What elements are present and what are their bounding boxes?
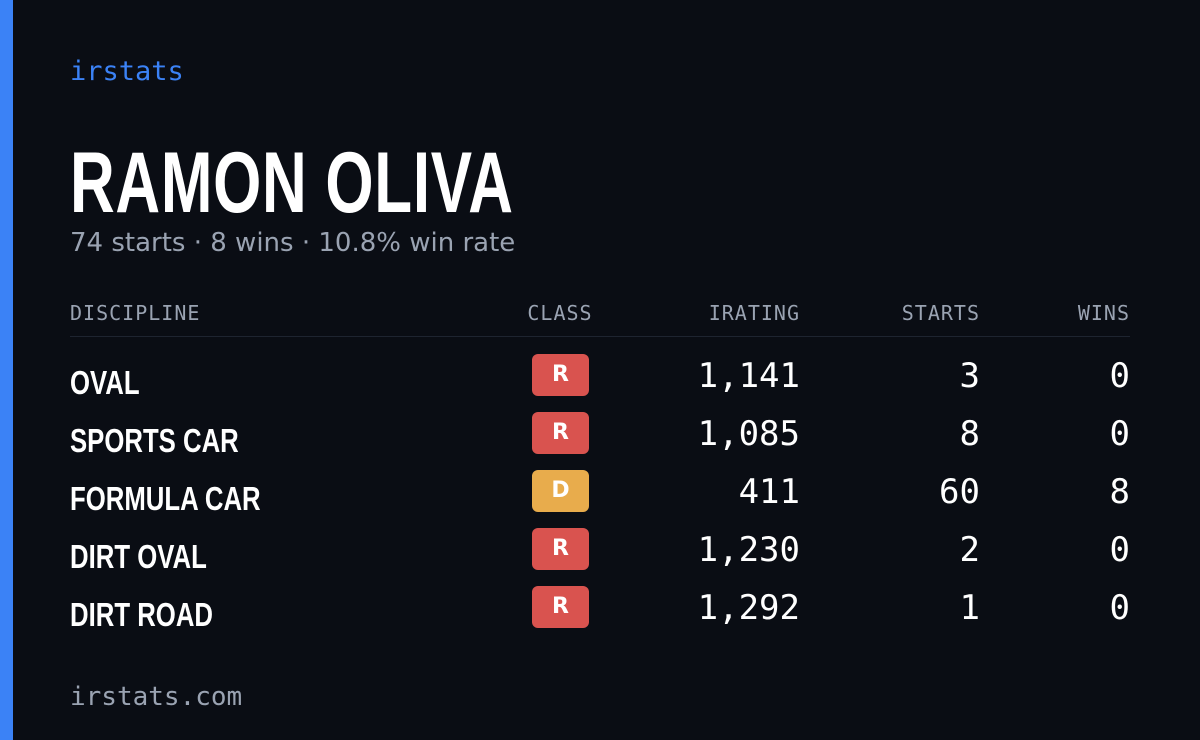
discipline: SPORTS CAR — [70, 422, 239, 459]
starts: 1 — [959, 588, 980, 628]
driver-name: RAMON OLIVA — [70, 135, 514, 231]
discipline: FORMULA CAR — [70, 480, 261, 517]
class-badge: R — [532, 354, 589, 396]
starts: 3 — [959, 356, 980, 396]
wins: 8 — [1109, 472, 1130, 512]
irating: 1,230 — [697, 530, 800, 570]
column-header: IRATING — [708, 301, 800, 325]
separator — [70, 336, 1130, 337]
column-header: DISCIPLINE — [70, 301, 201, 325]
column-header: STARTS — [901, 301, 980, 325]
class-badge: R — [532, 528, 589, 570]
discipline: DIRT OVAL — [70, 538, 207, 575]
class-badge: D — [532, 470, 589, 512]
starts: 2 — [959, 530, 980, 570]
irating: 1,141 — [697, 356, 800, 396]
discipline: OVAL — [70, 364, 140, 401]
class-badge: R — [532, 412, 589, 454]
class-badge: R — [532, 586, 589, 628]
discipline: DIRT ROAD — [70, 596, 213, 633]
wins: 0 — [1109, 530, 1130, 570]
brand: irstats — [70, 56, 184, 87]
wins: 0 — [1109, 588, 1130, 628]
wins: 0 — [1109, 414, 1130, 454]
irating: 1,292 — [697, 588, 800, 628]
column-header: CLASS — [527, 301, 593, 325]
starts: 60 — [939, 472, 980, 512]
column-header: WINS — [1077, 301, 1130, 325]
footer: irstats.com — [70, 682, 243, 712]
starts: 8 — [959, 414, 980, 454]
summary: 74 starts · 8 wins · 10.8% win rate — [70, 228, 516, 258]
irating: 411 — [738, 472, 800, 512]
irating: 1,085 — [697, 414, 800, 454]
accent-bar — [0, 0, 13, 740]
wins: 0 — [1109, 356, 1130, 396]
